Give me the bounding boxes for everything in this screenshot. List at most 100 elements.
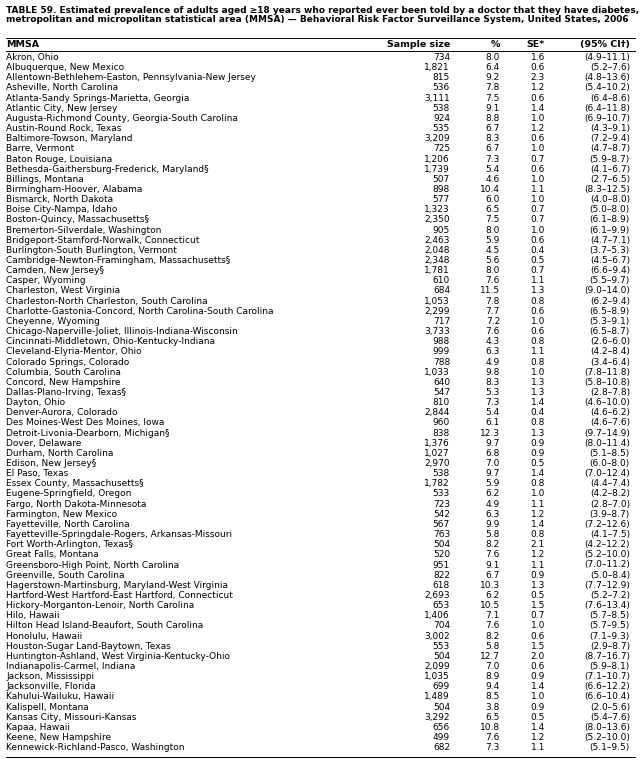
Text: 6.1: 6.1	[486, 418, 500, 428]
Text: Cheyenne, Wyoming: Cheyenne, Wyoming	[6, 317, 100, 326]
Text: 504: 504	[433, 652, 450, 661]
Text: 0.9: 0.9	[531, 672, 545, 681]
Text: 520: 520	[433, 550, 450, 559]
Text: (3.4–6.4): (3.4–6.4)	[590, 357, 630, 366]
Text: 1.4: 1.4	[531, 104, 545, 112]
Text: 12.7: 12.7	[480, 652, 500, 661]
Text: (4.1–6.7): (4.1–6.7)	[590, 164, 630, 174]
Text: (7.1–10.7): (7.1–10.7)	[584, 672, 630, 681]
Text: (7.6–13.4): (7.6–13.4)	[584, 601, 630, 610]
Text: 618: 618	[433, 581, 450, 590]
Text: 2,463: 2,463	[424, 236, 450, 245]
Text: 8.9: 8.9	[486, 672, 500, 681]
Text: (4.0–8.0): (4.0–8.0)	[590, 195, 630, 204]
Text: 2.0: 2.0	[531, 652, 545, 661]
Text: 1.1: 1.1	[531, 744, 545, 752]
Text: El Paso, Texas: El Paso, Texas	[6, 469, 68, 478]
Text: (5.2–10.0): (5.2–10.0)	[584, 550, 630, 559]
Text: Fargo, North Dakota-Minnesota: Fargo, North Dakota-Minnesota	[6, 500, 146, 509]
Text: (5.9–8.1): (5.9–8.1)	[590, 662, 630, 671]
Text: 0.6: 0.6	[531, 164, 545, 174]
Text: (5.7–9.5): (5.7–9.5)	[590, 621, 630, 630]
Text: (4.6–10.0): (4.6–10.0)	[584, 398, 630, 407]
Text: 5.4: 5.4	[486, 409, 500, 417]
Text: 815: 815	[433, 73, 450, 83]
Text: Charleston-North Charleston, South Carolina: Charleston-North Charleston, South Carol…	[6, 297, 208, 305]
Text: 0.9: 0.9	[531, 571, 545, 580]
Text: 6.2: 6.2	[486, 591, 500, 600]
Text: 2,970: 2,970	[424, 459, 450, 468]
Text: 763: 763	[433, 530, 450, 539]
Text: 6.3: 6.3	[486, 347, 500, 356]
Text: 1.0: 1.0	[531, 368, 545, 376]
Text: 7.6: 7.6	[486, 621, 500, 630]
Text: 7.3: 7.3	[486, 744, 500, 752]
Text: 5.9: 5.9	[486, 236, 500, 245]
Text: (5.9–8.7): (5.9–8.7)	[590, 155, 630, 164]
Text: Cleveland-Elyria-Mentor, Ohio: Cleveland-Elyria-Mentor, Ohio	[6, 347, 142, 356]
Text: 7.0: 7.0	[486, 662, 500, 671]
Text: (6.4–8.6): (6.4–8.6)	[590, 93, 630, 103]
Text: Boston-Quincy, Massachusetts§: Boston-Quincy, Massachusetts§	[6, 216, 149, 224]
Text: Denver-Aurora, Colorado: Denver-Aurora, Colorado	[6, 409, 117, 417]
Text: 547: 547	[433, 388, 450, 397]
Text: (6.6–12.2): (6.6–12.2)	[584, 682, 630, 692]
Text: 0.6: 0.6	[531, 327, 545, 336]
Text: (7.8–11.8): (7.8–11.8)	[584, 368, 630, 376]
Text: 610: 610	[433, 276, 450, 285]
Text: 8.3: 8.3	[486, 134, 500, 143]
Text: 3,209: 3,209	[424, 134, 450, 143]
Text: 1.2: 1.2	[531, 509, 545, 519]
Text: (5.0–8.4): (5.0–8.4)	[590, 571, 630, 580]
Text: 1,782: 1,782	[424, 480, 450, 488]
Text: Charleston, West Virginia: Charleston, West Virginia	[6, 286, 120, 295]
Text: 0.8: 0.8	[531, 337, 545, 347]
Text: 0.6: 0.6	[531, 307, 545, 316]
Text: Hilo, Hawaii: Hilo, Hawaii	[6, 611, 60, 620]
Text: (7.7–12.9): (7.7–12.9)	[584, 581, 630, 590]
Text: %: %	[490, 40, 500, 49]
Text: 0.6: 0.6	[531, 63, 545, 72]
Text: Asheville, North Carolina: Asheville, North Carolina	[6, 83, 118, 93]
Text: Colorado Springs, Colorado: Colorado Springs, Colorado	[6, 357, 129, 366]
Text: Kapaa, Hawaii: Kapaa, Hawaii	[6, 723, 70, 732]
Text: Chicago-Naperville-Joliet, Illinois-Indiana-Wisconsin: Chicago-Naperville-Joliet, Illinois-Indi…	[6, 327, 238, 336]
Text: (4.2–8.2): (4.2–8.2)	[590, 490, 630, 499]
Text: 9.8: 9.8	[486, 368, 500, 376]
Text: 1.0: 1.0	[531, 621, 545, 630]
Text: (6.6–10.4): (6.6–10.4)	[584, 692, 630, 702]
Text: Barre, Vermont: Barre, Vermont	[6, 145, 74, 153]
Text: 725: 725	[433, 145, 450, 153]
Text: 1.1: 1.1	[531, 185, 545, 194]
Text: 9.9: 9.9	[486, 520, 500, 529]
Text: (6.9–10.7): (6.9–10.7)	[584, 114, 630, 123]
Text: (7.0–11.2): (7.0–11.2)	[584, 561, 630, 569]
Text: 653: 653	[433, 601, 450, 610]
Text: 0.9: 0.9	[531, 702, 545, 711]
Text: 7.5: 7.5	[486, 216, 500, 224]
Text: 6.4: 6.4	[486, 63, 500, 72]
Text: 988: 988	[433, 337, 450, 347]
Text: (7.1–9.3): (7.1–9.3)	[590, 632, 630, 640]
Text: Dallas-Plano-Irving, Texas§: Dallas-Plano-Irving, Texas§	[6, 388, 126, 397]
Text: 7.6: 7.6	[486, 733, 500, 742]
Text: 1.0: 1.0	[531, 490, 545, 499]
Text: 1,035: 1,035	[424, 672, 450, 681]
Text: Bethesda-Gaithersburg-Frederick, Maryland§: Bethesda-Gaithersburg-Frederick, Marylan…	[6, 164, 208, 174]
Text: 8.5: 8.5	[486, 692, 500, 702]
Text: 577: 577	[433, 195, 450, 204]
Text: 0.8: 0.8	[531, 480, 545, 488]
Text: 1.0: 1.0	[531, 195, 545, 204]
Text: Indianapolis-Carmel, Indiana: Indianapolis-Carmel, Indiana	[6, 662, 135, 671]
Text: 0.6: 0.6	[531, 134, 545, 143]
Text: Akron, Ohio: Akron, Ohio	[6, 53, 58, 62]
Text: 905: 905	[433, 226, 450, 235]
Text: 8.0: 8.0	[486, 266, 500, 275]
Text: 2,844: 2,844	[424, 409, 450, 417]
Text: 0.7: 0.7	[531, 205, 545, 214]
Text: 1.0: 1.0	[531, 145, 545, 153]
Text: 2,350: 2,350	[424, 216, 450, 224]
Text: 7.6: 7.6	[486, 276, 500, 285]
Text: Burlington-South Burlington, Vermont: Burlington-South Burlington, Vermont	[6, 246, 177, 255]
Text: Columbia, South Carolina: Columbia, South Carolina	[6, 368, 121, 376]
